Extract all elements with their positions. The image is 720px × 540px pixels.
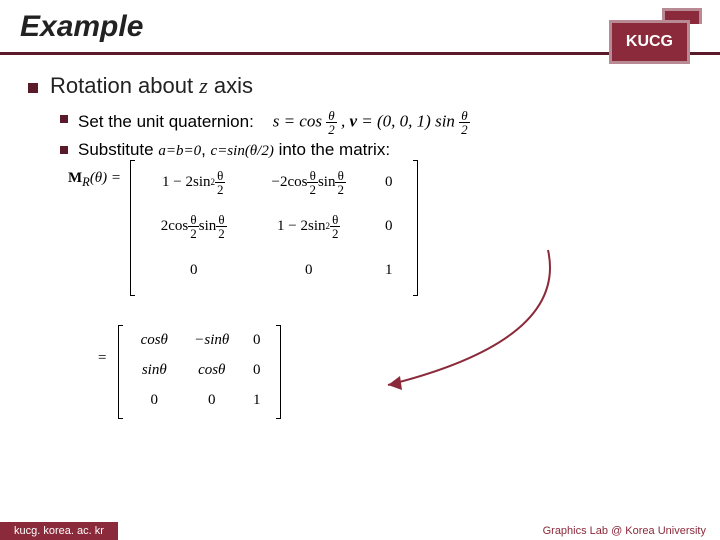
heading-prefix: Rotation about (50, 73, 199, 98)
sub-item-1: Set the unit quaternion: s = cos θ2 , v … (60, 109, 692, 136)
matrix-1-label: MR(θ) = (68, 170, 121, 190)
mat-cell: sinθ (127, 355, 182, 385)
mat-cell: −sinθ (182, 325, 242, 355)
matrix-2: cosθ −sinθ 0 sinθ cosθ 0 0 0 1 (118, 325, 281, 419)
vec-close: ) (425, 111, 431, 130)
mat1-sub: R (82, 175, 90, 189)
mat-cell: 0 (249, 248, 369, 292)
eq-s: s = cos θ2 , v = (0, 0, 1) sin θ2 (273, 109, 470, 136)
bullet-icon (60, 146, 68, 154)
main-heading: Rotation about z axis (50, 73, 253, 99)
sub2-suffix: into the matrix: (274, 140, 390, 159)
heading-var: z (199, 73, 208, 98)
frac-num: θ (459, 109, 470, 123)
mat-cell: 1 − 2sin2θ2 (249, 204, 369, 248)
sub2-text: Substitute a=b=0, c=sin(θ/2) into the ma… (78, 140, 390, 160)
heading-suffix: axis (208, 73, 253, 98)
sub2-prefix: Substitute (78, 140, 158, 159)
bracket-right-icon (276, 325, 281, 419)
vec-open: ( (377, 111, 383, 130)
mat-cell: 1 − 2sin2θ2 (139, 160, 249, 204)
matrix-area: MR(θ) = 1 − 2sin2θ2 −2cosθ2sinθ2 0 2cosθ… (68, 170, 692, 470)
mat-cell: 0 (242, 355, 272, 385)
main-bullet: Rotation about z axis (28, 73, 692, 99)
mat-cell: −2cosθ2sinθ2 (249, 160, 369, 204)
arrow-icon (358, 220, 578, 400)
eq-s-lhs: s = cos (273, 111, 322, 130)
mat-cell: 0 (242, 325, 272, 355)
frac-den: 2 (326, 123, 337, 136)
mat2-body: cosθ −sinθ 0 sinθ cosθ 0 0 0 1 (127, 325, 272, 415)
bullet-icon (28, 83, 38, 93)
eq-csin: c=sin(θ/2) (211, 143, 274, 159)
mat-cell: cosθ (182, 355, 242, 385)
slide-content: Rotation about z axis Set the unit quate… (0, 55, 720, 488)
mat-cell: 0 (369, 160, 409, 204)
bracket-left-icon (118, 325, 123, 419)
sub-item-2: Substitute a=b=0, c=sin(θ/2) into the ma… (60, 140, 692, 160)
sub-bullet-list: Set the unit quaternion: s = cos θ2 , v … (60, 109, 692, 160)
mat-cell: 1 (242, 385, 272, 415)
slide-footer: kucg. korea. ac. kr Graphics Lab @ Korea… (0, 520, 720, 540)
mat-cell: 0 (182, 385, 242, 415)
slide-header: Example KUCG (0, 0, 720, 55)
mat1-arg: (θ) = (90, 170, 121, 186)
footer-credit: Graphics Lab @ Korea University (543, 525, 706, 537)
slide-title: Example (20, 10, 700, 44)
eq-ab0: a=b=0 (158, 143, 201, 159)
sub2-comma: , (201, 140, 210, 159)
mat-cell: 2cosθ2sinθ2 (139, 204, 249, 248)
sub1-text: Set the unit quaternion: s = cos θ2 , v … (78, 109, 470, 136)
sub1-label: Set the unit quaternion: (78, 112, 254, 131)
frac-den: 2 (459, 123, 470, 136)
mat-cell: 0 (127, 385, 182, 415)
bracket-left-icon (130, 160, 135, 296)
frac-num: θ (326, 109, 337, 123)
matrix-2-label: = (98, 350, 106, 367)
mat2-eq: = (98, 350, 106, 366)
kucg-badge: KUCG (609, 20, 690, 64)
footer-url: kucg. korea. ac. kr (0, 522, 118, 540)
bullet-icon (60, 115, 68, 123)
mat-cell: cosθ (127, 325, 182, 355)
mat-cell: 0 (139, 248, 249, 292)
